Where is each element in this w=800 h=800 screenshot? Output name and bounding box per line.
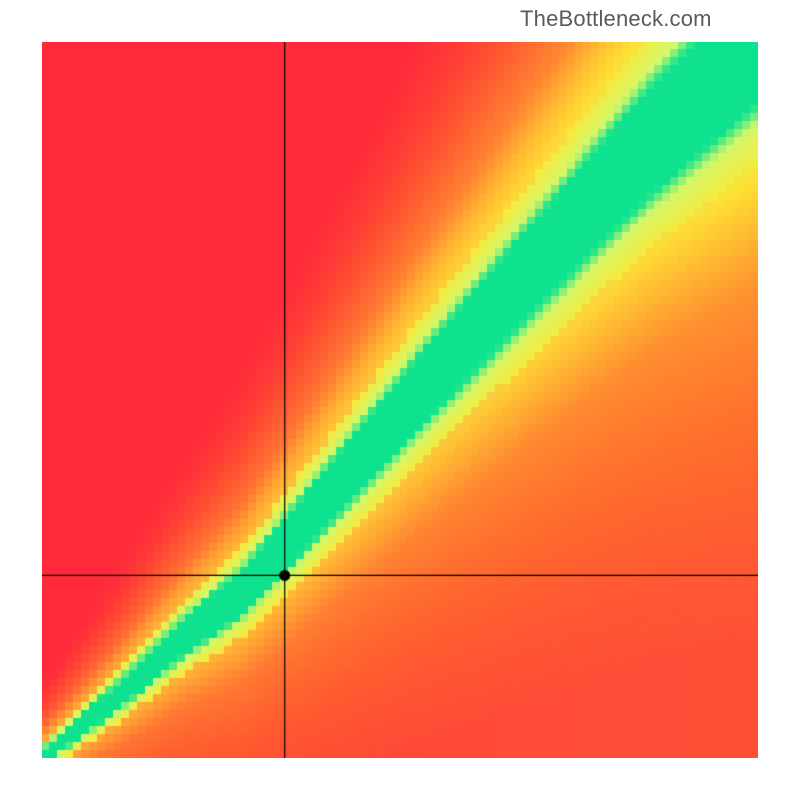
watermark-text: TheBottleneck.com bbox=[520, 6, 712, 32]
heatmap-canvas bbox=[42, 42, 758, 758]
plot-area bbox=[42, 42, 758, 758]
figure-frame: TheBottleneck.com bbox=[0, 0, 800, 800]
